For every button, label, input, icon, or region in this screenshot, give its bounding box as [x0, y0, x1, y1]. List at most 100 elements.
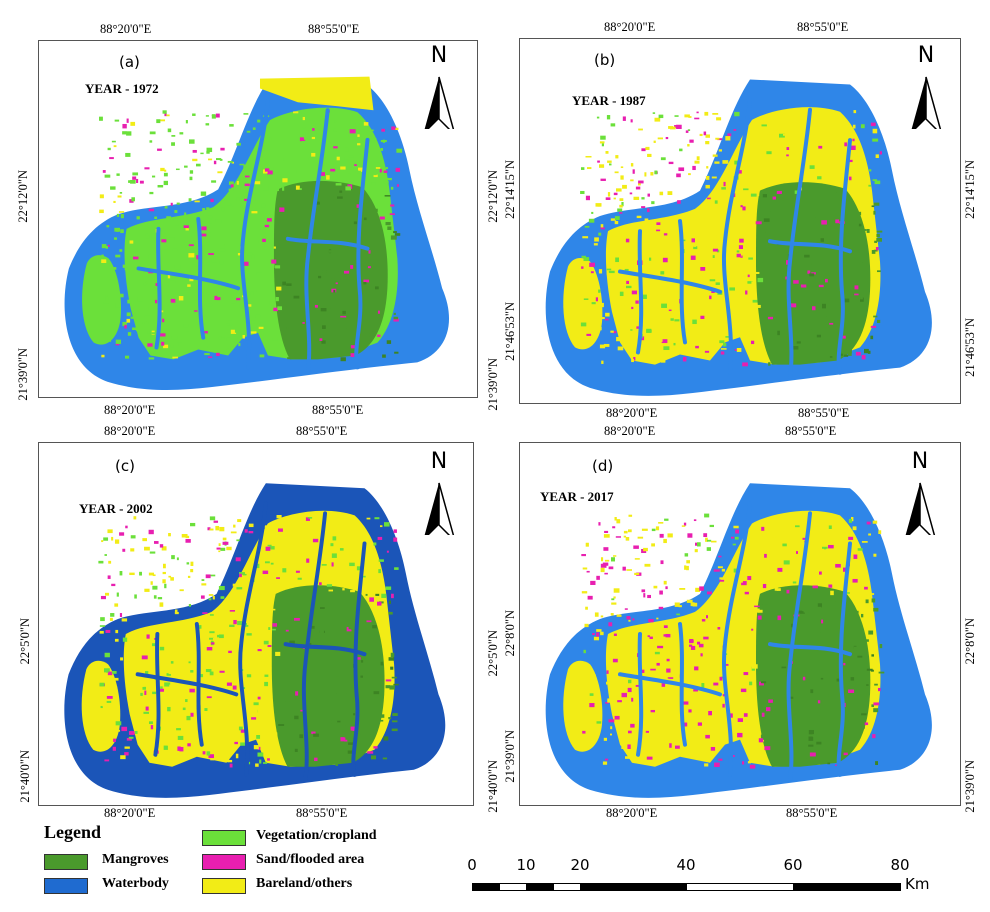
legend: Legend Mangroves Waterbody Vegetation/cr… [38, 818, 398, 908]
texture-pixel [861, 354, 866, 360]
texture-pixel [163, 172, 168, 177]
texture-pixel [859, 262, 864, 267]
texture-pixel [697, 641, 701, 645]
texture-pixel [615, 536, 621, 538]
texture-pixel [120, 214, 124, 219]
texture-pixel [190, 296, 194, 299]
texture-pixel [386, 340, 392, 344]
texture-pixel [148, 357, 155, 360]
texture-pixel [190, 522, 196, 527]
texture-pixel [868, 630, 874, 635]
texture-pixel [796, 551, 800, 554]
bottom-coord-left: 88°20'0"E [104, 806, 156, 820]
texture-pixel [768, 699, 773, 703]
texture-pixel [770, 537, 774, 542]
texture-pixel [236, 641, 241, 645]
texture-pixel [613, 633, 617, 636]
texture-pixel [762, 699, 766, 704]
texture-pixel [105, 245, 108, 249]
texture-pixel [237, 253, 242, 256]
texture-pixel [116, 173, 120, 176]
texture-pixel [275, 297, 279, 302]
texture-pixel [263, 762, 268, 764]
texture-pixel [651, 305, 656, 308]
texture-pixel [274, 187, 280, 192]
scale-segment [553, 883, 581, 891]
texture-pixel [321, 605, 327, 608]
texture-pixel [814, 628, 821, 633]
texture-pixel [233, 524, 236, 528]
texture-pixel [790, 294, 796, 299]
texture-pixel [796, 352, 799, 358]
texture-pixel [705, 641, 710, 645]
texture-pixel [389, 213, 395, 215]
texture-pixel [244, 693, 247, 697]
texture-pixel [146, 694, 151, 698]
texture-pixel [747, 761, 751, 764]
texture-pixel [370, 732, 374, 735]
texture-pixel [329, 276, 336, 279]
texture-pixel [809, 165, 815, 169]
texture-pixel [600, 563, 607, 568]
texture-pixel [312, 538, 319, 543]
texture-pixel [270, 562, 274, 565]
texture-pixel [648, 618, 654, 623]
texture-pixel [250, 331, 257, 334]
texture-pixel [203, 738, 207, 742]
texture-pixel [118, 211, 125, 213]
texture-pixel [860, 725, 865, 729]
texture-pixel [218, 585, 225, 591]
scale-tick: 10 [516, 856, 536, 874]
texture-pixel [861, 613, 864, 618]
texture-pixel [302, 545, 306, 549]
texture-pixel [817, 711, 822, 714]
texture-pixel [244, 529, 248, 533]
texture-pixel [661, 303, 667, 308]
texture-pixel [843, 354, 849, 357]
texture-pixel [679, 588, 686, 590]
texture-pixel [608, 720, 611, 723]
texture-pixel [612, 658, 618, 663]
texture-pixel [658, 522, 664, 524]
texture-pixel [121, 618, 128, 622]
texture-pixel [293, 111, 299, 114]
texture-pixel [583, 298, 589, 300]
texture-pixel [641, 528, 648, 531]
texture-pixel [768, 246, 772, 250]
texture-pixel [717, 566, 723, 569]
legend-title: Legend [44, 822, 102, 842]
river-channel [238, 501, 268, 777]
texture-pixel [342, 588, 345, 591]
texture-pixel [768, 362, 771, 366]
texture-pixel [756, 304, 761, 308]
texture-pixel [334, 633, 337, 637]
texture-pixel [727, 133, 732, 137]
texture-pixel [222, 537, 227, 541]
texture-pixel [326, 584, 333, 587]
texture-pixel [243, 596, 249, 601]
texture-pixel [590, 271, 594, 274]
texture-pixel [388, 611, 393, 615]
texture-pixel [367, 266, 371, 269]
texture-pixel [822, 200, 825, 206]
texture-pixel [395, 167, 401, 172]
texture-pixel [176, 202, 180, 205]
texture-pixel [627, 251, 631, 254]
texture-pixel [663, 538, 667, 544]
texture-pixel [379, 525, 383, 528]
texture-pixel [312, 260, 319, 265]
texture-pixel [388, 717, 392, 720]
texture-pixel [229, 763, 233, 768]
top-coord-right: 88°55'0"E [308, 22, 360, 36]
texture-pixel [696, 710, 702, 715]
texture-pixel [275, 651, 281, 656]
texture-pixel [162, 110, 167, 114]
texture-pixel [124, 746, 130, 749]
texture-pixel [654, 117, 661, 122]
texture-pixel [261, 150, 268, 154]
river-channel [240, 98, 270, 370]
texture-pixel [281, 599, 287, 603]
texture-pixel [632, 169, 635, 174]
texture-pixel [373, 174, 378, 178]
texture-pixel [755, 118, 761, 121]
